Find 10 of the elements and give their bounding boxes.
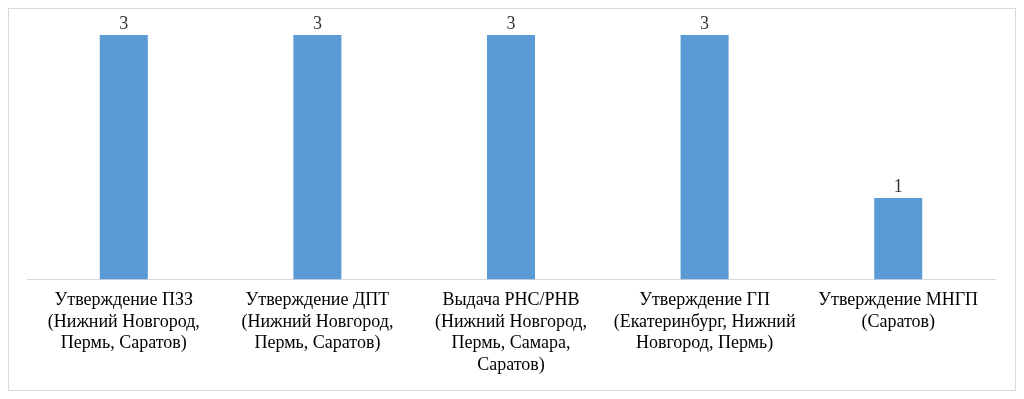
x-tick-label: Утверждение ГП (Екатеринбург, Нижний Новгород, Пермь)	[613, 289, 796, 354]
x-tick-label: Утверждение МНГП (Саратов)	[818, 289, 979, 332]
x-tick-label: Выдача РНС/РНВ (Нижний Новгород, Пермь, Самара, Саратов)	[434, 289, 588, 375]
data-label: 3	[119, 12, 129, 33]
data-label: 3	[700, 12, 710, 33]
data-label: 3	[506, 12, 516, 33]
data-label: 3	[312, 12, 322, 33]
x-tick-label: Утверждение ДПТ (Нижний Новгород, Пермь, Саратов)	[241, 289, 394, 354]
data-label: 1	[893, 175, 903, 196]
x-tick-label: Утверждение ПЗЗ (Нижний Новгород, Пермь, Саратов)	[47, 289, 200, 354]
